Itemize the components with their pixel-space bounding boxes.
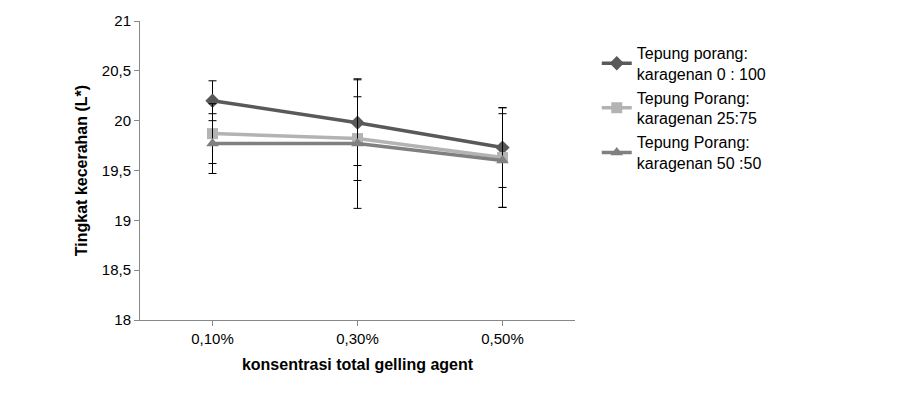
svg-text:19: 19: [114, 212, 131, 229]
svg-text:18: 18: [114, 311, 131, 328]
svg-text:Tepung Porang:karagenan 25:75: Tepung Porang:karagenan 25:75: [637, 90, 757, 128]
svg-text:20: 20: [114, 112, 131, 129]
svg-text:Tingkat kecerahan (L*): Tingkat kecerahan (L*): [73, 85, 90, 256]
svg-text:0,10%: 0,10%: [191, 330, 234, 347]
svg-text:0,30%: 0,30%: [336, 330, 379, 347]
svg-text:18,5: 18,5: [102, 261, 131, 278]
svg-text:20,5: 20,5: [102, 62, 131, 79]
svg-text:konsentrasi total gelling agen: konsentrasi total gelling agent: [242, 356, 474, 373]
svg-text:Tepung Porang:karagenan 50 :50: Tepung Porang:karagenan 50 :50: [637, 134, 762, 172]
svg-text:19,5: 19,5: [102, 162, 131, 179]
svg-text:0,50%: 0,50%: [481, 330, 524, 347]
svg-text:Tepung porang:karagenan 0 : 10: Tepung porang:karagenan 0 : 100: [637, 45, 766, 83]
svg-text:21: 21: [114, 12, 131, 29]
